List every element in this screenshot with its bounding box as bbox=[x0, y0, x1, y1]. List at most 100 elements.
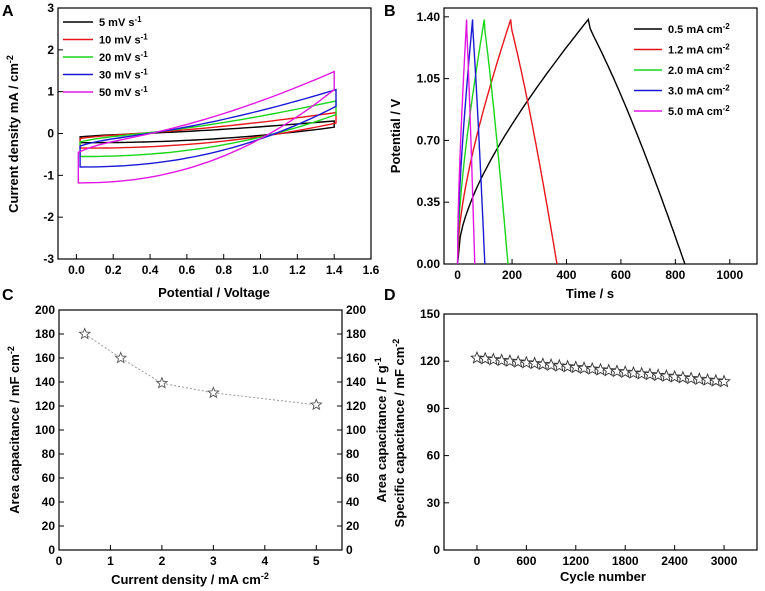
cv-curve bbox=[79, 88, 337, 168]
y-tick-label: 120 bbox=[346, 399, 366, 413]
data-point bbox=[552, 358, 567, 372]
x-tick-label: 600 bbox=[611, 268, 631, 282]
legend-label: 30 mV s-1 bbox=[99, 68, 148, 82]
panel-a-curves bbox=[77, 70, 337, 184]
panel-d-ticks: 0 600 1200 1800 2400 3000 0 30 60 90 120 150 bbox=[420, 307, 738, 568]
x-tick-label: 0.2 bbox=[105, 263, 122, 277]
data-point bbox=[309, 398, 323, 411]
cv-curve bbox=[79, 120, 335, 144]
x-tick-label: 0 bbox=[474, 554, 481, 568]
data-point bbox=[667, 369, 682, 383]
data-point bbox=[634, 366, 649, 380]
y-tick-label: 2 bbox=[47, 43, 54, 57]
panel-b-frame bbox=[443, 7, 758, 265]
data-point bbox=[494, 353, 509, 367]
y-tick-label: -2 bbox=[43, 210, 54, 224]
y-tick-label: 80 bbox=[42, 447, 56, 461]
y-tick-label: 0 bbox=[48, 543, 55, 557]
x-tick-label: 1.0 bbox=[252, 263, 269, 277]
y-tick-label: 120 bbox=[35, 399, 55, 413]
y-tick-label: 150 bbox=[420, 307, 440, 321]
panel-c-ticks: 0 1 2 3 4 5 0 20 40 60 80 100 120 140 160 180 200 0 20 40 60… bbox=[35, 303, 366, 568]
y-tick-label: 20 bbox=[42, 519, 56, 533]
y-tick-label: 40 bbox=[42, 495, 56, 509]
panel-b-xlabel: Time / s bbox=[566, 286, 614, 301]
x-tick-label: 1000 bbox=[716, 268, 743, 282]
panel-letter-b: B bbox=[384, 3, 396, 20]
y-tick-label: 60 bbox=[42, 471, 56, 485]
data-point bbox=[708, 373, 723, 387]
legend-label: 10 mV s-1 bbox=[99, 33, 148, 47]
panel-b: 0 200 400 600 800 1000 0.00 0.35 0.70 1.05 1.40 0.… bbox=[388, 7, 758, 301]
panel-a: 0.0 0.2 0.4 0.6 0.8 1.0 1.2 1.4 1.6 -3 -2 -1 0 1 2 3 5 … bbox=[5, 1, 380, 300]
gcd-curve bbox=[456, 19, 509, 265]
x-tick-label: 5 bbox=[313, 554, 320, 568]
panel-a-xlabel: Potential / Voltage bbox=[158, 285, 270, 300]
x-tick-label: 1 bbox=[107, 554, 114, 568]
panel-d-ylabel: Specific capacitance / mF cm-2 bbox=[391, 339, 407, 528]
y-tick-label: 200 bbox=[35, 303, 55, 317]
panel-b-curves bbox=[456, 17, 686, 265]
panel-b-ticks: 0 200 400 600 800 1000 0.00 0.35 0.70 1.05 1.40 bbox=[417, 10, 744, 282]
y-tick-label: 60 bbox=[346, 471, 360, 485]
data-point bbox=[626, 365, 641, 379]
x-tick-label: 400 bbox=[556, 268, 576, 282]
data-point bbox=[659, 368, 674, 382]
data-point bbox=[478, 351, 493, 365]
y-tick-label: 180 bbox=[35, 327, 55, 341]
x-tick-label: 800 bbox=[665, 268, 685, 282]
y-tick-label: 180 bbox=[346, 327, 366, 341]
y-tick-label: 20 bbox=[346, 519, 360, 533]
data-point bbox=[560, 359, 575, 373]
panel-c-frame bbox=[58, 309, 343, 551]
x-tick-label: 1200 bbox=[562, 554, 589, 568]
cv-curve bbox=[77, 70, 335, 184]
panel-b-ylabel: Potential / V bbox=[388, 98, 403, 173]
panel-a-legend: 5 mV s-1 10 mV s-1 20 mV s-1 30 mV s-1 50 mV… bbox=[63, 15, 148, 99]
data-point bbox=[675, 370, 690, 384]
y-tick-label: 140 bbox=[346, 375, 366, 389]
data-point bbox=[610, 364, 624, 378]
data-point bbox=[643, 367, 657, 381]
legend-label: 5 mV s-1 bbox=[99, 15, 142, 29]
x-tick-label: 0.8 bbox=[215, 263, 232, 277]
legend-label: 3.0 mA cm-2 bbox=[668, 84, 730, 98]
x-tick-label: 1800 bbox=[612, 554, 639, 568]
panel-b-legend: 0.5 mA cm-2 1.2 mA cm-2 2.0 mA cm-2 3.0 mA … bbox=[634, 22, 730, 118]
data-point bbox=[601, 363, 616, 377]
data-point bbox=[503, 353, 517, 368]
gcd-curve bbox=[456, 19, 558, 265]
data-point bbox=[684, 371, 698, 385]
y-tick-label: 30 bbox=[427, 496, 441, 510]
panel-letter-d: D bbox=[384, 287, 396, 304]
data-point bbox=[585, 361, 600, 375]
data-point bbox=[700, 372, 715, 386]
data-point bbox=[568, 360, 583, 374]
legend-label: 5.0 mA cm-2 bbox=[668, 104, 730, 118]
y-tick-label: 0 bbox=[346, 543, 353, 557]
y-tick-label: 100 bbox=[35, 423, 55, 437]
x-tick-label: 1.6 bbox=[363, 263, 380, 277]
panel-c-ylabel-left: Area capacitance / mF cm-2 bbox=[6, 346, 22, 514]
y-tick-label: 0.00 bbox=[417, 257, 441, 271]
x-tick-label: 2 bbox=[159, 554, 166, 568]
x-tick-label: 3 bbox=[210, 554, 217, 568]
data-point bbox=[527, 356, 542, 370]
gcd-curve bbox=[456, 19, 486, 265]
panel-c-ylabel-right: Area capacitance / F g-1 bbox=[373, 357, 389, 502]
data-point bbox=[593, 362, 608, 376]
y-tick-label: 100 bbox=[346, 423, 366, 437]
x-tick-label: 1.2 bbox=[289, 263, 306, 277]
panel-d-xlabel: Cycle number bbox=[560, 569, 646, 584]
y-tick-label: 140 bbox=[35, 375, 55, 389]
x-tick-label: 3000 bbox=[711, 554, 738, 568]
x-tick-label: 0.4 bbox=[142, 263, 159, 277]
y-tick-label: 0.70 bbox=[417, 133, 441, 147]
x-tick-label: 2400 bbox=[661, 554, 688, 568]
x-tick-label: 0 bbox=[454, 268, 461, 282]
legend-label: 2.0 mA cm-2 bbox=[668, 63, 730, 77]
x-tick-label: 0.6 bbox=[179, 263, 196, 277]
y-tick-label: 160 bbox=[346, 351, 366, 365]
panel-d: 0 600 1200 1800 2400 3000 0 30 60 90 120 150 Cycle … bbox=[391, 307, 758, 584]
